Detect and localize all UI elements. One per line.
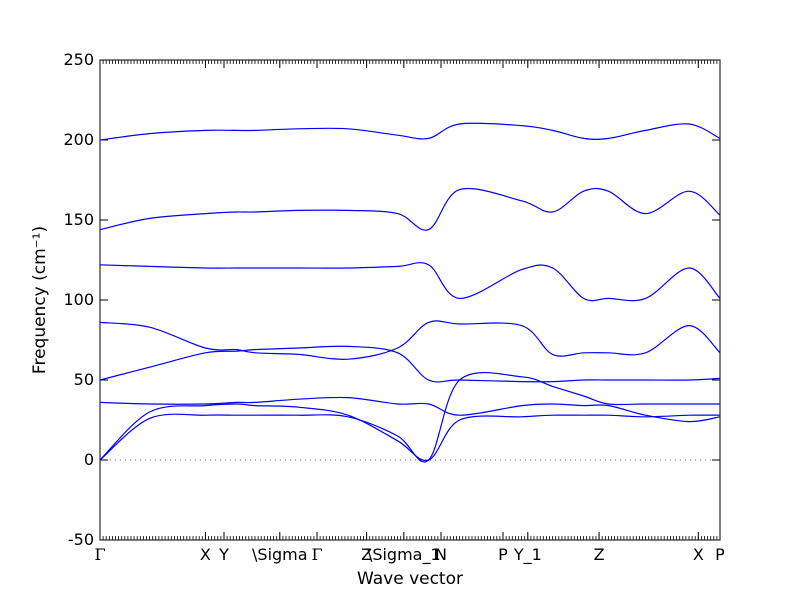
x-tick-label: P bbox=[715, 545, 725, 564]
x-tick-label: P bbox=[498, 545, 508, 564]
y-tick-label: -50 bbox=[68, 530, 94, 549]
y-tick-label: 200 bbox=[63, 130, 94, 149]
x-tick-label: Z bbox=[594, 545, 605, 564]
y-tick-label: 0 bbox=[84, 450, 94, 469]
series-line-4 bbox=[99, 345, 721, 383]
series-line-2 bbox=[99, 372, 720, 463]
x-tick-label: N bbox=[435, 545, 447, 564]
x-axis-label: Wave vector bbox=[357, 569, 463, 589]
x-tick-label: X bbox=[200, 545, 211, 564]
x-tick-label: Z bbox=[361, 545, 372, 564]
series-line-7 bbox=[99, 187, 721, 231]
x-tick-label: Y_1 bbox=[513, 545, 542, 565]
series-line-8 bbox=[99, 122, 721, 141]
x-tick-label: Γ bbox=[311, 545, 322, 564]
series-line-3 bbox=[99, 396, 721, 423]
x-tick-label: Γ bbox=[94, 545, 105, 564]
y-axis-label: Frequency (cm⁻¹) bbox=[30, 226, 50, 374]
x-tick-label: X bbox=[693, 545, 704, 564]
y-tick-label: 250 bbox=[63, 50, 94, 69]
series-line-6 bbox=[99, 262, 721, 302]
y-tick-label: 100 bbox=[63, 290, 94, 309]
series-line-5 bbox=[99, 320, 721, 360]
y-tick-label: 50 bbox=[74, 370, 94, 389]
y-tick-label: 150 bbox=[63, 210, 94, 229]
x-tick-label: \Sigma bbox=[252, 545, 308, 564]
x-tick-label: \Sigma_1 bbox=[367, 545, 441, 565]
x-tick-label: Y bbox=[218, 545, 229, 564]
